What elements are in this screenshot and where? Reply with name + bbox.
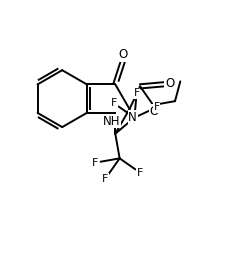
Text: F: F <box>111 99 117 108</box>
Text: F: F <box>134 88 140 98</box>
Text: O: O <box>118 48 128 61</box>
Text: F: F <box>137 167 143 178</box>
Text: F: F <box>92 158 98 168</box>
Text: F: F <box>102 174 109 184</box>
Text: NH: NH <box>103 115 120 128</box>
Text: O: O <box>165 77 174 90</box>
Text: O: O <box>150 104 159 118</box>
Text: F: F <box>154 102 160 112</box>
Text: N: N <box>128 111 137 124</box>
